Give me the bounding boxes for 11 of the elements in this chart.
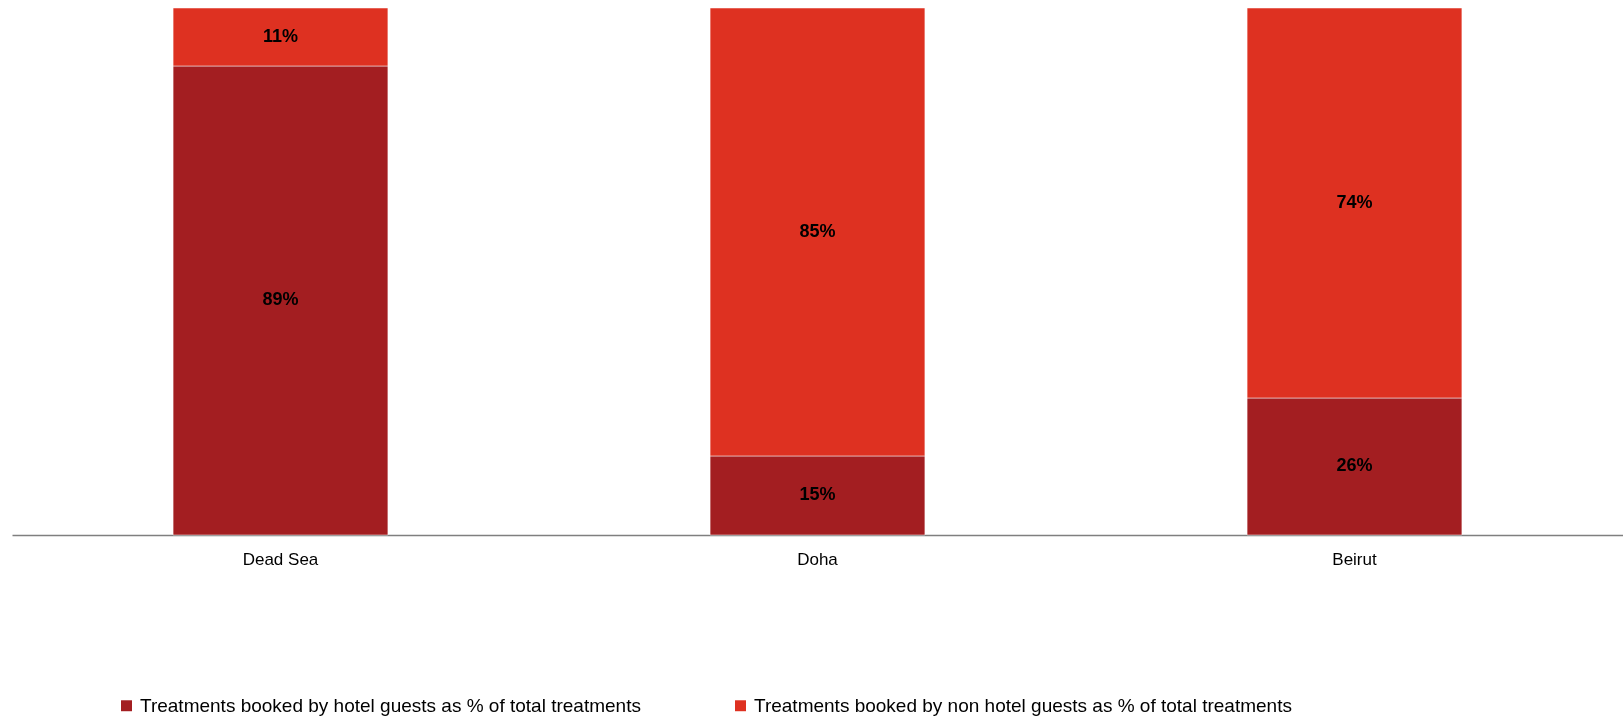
x-tick-label: Doha	[797, 549, 839, 569]
data-label: 26%	[1336, 455, 1373, 476]
data-label: 11%	[262, 25, 299, 46]
data-label: 85%	[799, 220, 836, 241]
data-label: 89%	[262, 289, 299, 310]
legend-label: Treatments booked by hotel guests as % of total treatments	[140, 694, 641, 716]
legend-label: Treatments booked by non hotel guests as % of total treatments	[754, 694, 1292, 716]
data-label: 15%	[799, 484, 836, 505]
x-tick-label: Dead Sea	[242, 549, 319, 569]
data-label: 74%	[1336, 191, 1373, 212]
x-tick-label: Beirut	[1332, 549, 1377, 569]
